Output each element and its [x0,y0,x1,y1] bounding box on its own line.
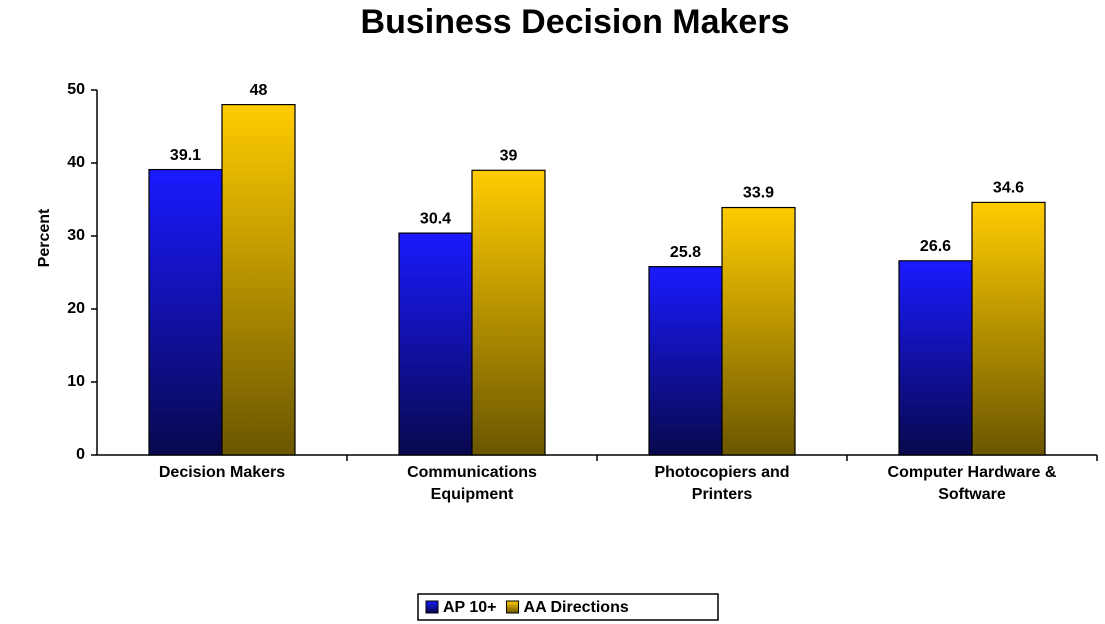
bar [971,201,1046,456]
y-tick-label: 40 [67,154,85,171]
x-tick-label: Photocopiers and Printers [654,464,790,503]
legend-swatch [425,600,439,614]
bar [721,206,796,456]
x-tick-label: Computer Hardware & Software [887,464,1057,503]
bar [398,232,473,456]
legend-label: AA Directions [524,599,629,616]
data-label: 34.6 [993,180,1024,197]
legend-swatch [506,600,520,614]
bar [898,260,973,456]
bar [471,169,546,456]
y-tick-label: 10 [67,373,85,390]
legend-box [417,593,719,621]
data-label: 26.6 [920,238,951,255]
y-tick-label: 30 [67,227,85,244]
y-tick-label: 0 [76,446,85,463]
data-label: 33.9 [743,185,774,202]
x-tick-label: Decision Makers [158,464,286,481]
bar [221,103,296,456]
chart-title: Business Decision Makers [361,3,790,41]
bar [648,266,723,456]
data-label: 39 [500,148,518,165]
data-label: 39.1 [170,147,201,164]
x-tick-label: Communications Equipment [407,464,537,503]
y-tick-label: 50 [67,81,85,98]
y-axis-label: Percent [36,208,53,267]
data-label: 25.8 [670,244,701,261]
legend-label: AP 10+ [443,599,497,616]
data-label: 48 [250,82,268,99]
data-label: 30.4 [420,210,451,227]
y-tick-label: 20 [67,300,85,317]
bar [148,168,223,456]
